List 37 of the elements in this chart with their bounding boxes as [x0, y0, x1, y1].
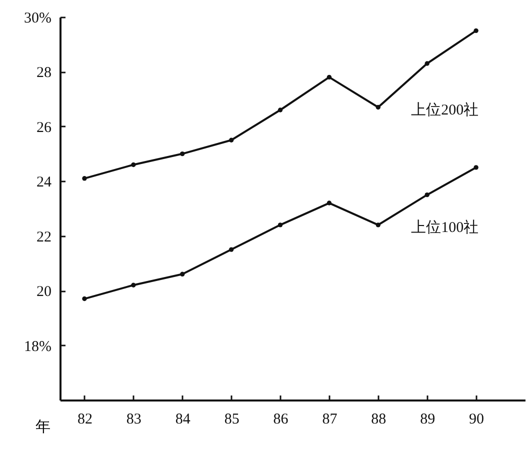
x-axis-title: 年	[36, 418, 50, 436]
point	[474, 165, 478, 170]
series-label: 上位100社	[411, 218, 479, 236]
point	[376, 104, 381, 110]
y-tick-label: 18%	[24, 338, 52, 355]
point	[474, 28, 478, 34]
x-tick-label: 89	[420, 412, 436, 428]
point	[278, 222, 283, 228]
point	[326, 74, 332, 80]
y-tick-label: 20	[36, 284, 52, 300]
x-tick-label: 82	[77, 412, 92, 428]
x-tick-label: 90	[469, 412, 484, 428]
point	[424, 61, 430, 66]
x-tick-label: 85	[224, 412, 240, 428]
point	[424, 192, 430, 198]
point	[228, 247, 234, 252]
x-tick-label: 86	[273, 412, 289, 428]
x-tick-label: 88	[371, 412, 386, 428]
point	[131, 282, 136, 288]
point	[180, 151, 185, 156]
point	[278, 108, 283, 112]
point	[228, 138, 234, 142]
x-tick-label: 83	[126, 412, 142, 428]
x-tick-label: 87	[322, 412, 338, 428]
x-tick-label: 84	[175, 412, 191, 428]
y-tick-label: 28	[36, 65, 52, 82]
series-label: 上位200社	[411, 101, 479, 118]
point	[131, 162, 136, 168]
point	[82, 176, 87, 181]
point	[326, 200, 332, 206]
y-tick-label: 30%	[24, 10, 52, 26]
y-tick-label: 24	[36, 174, 52, 191]
point	[82, 296, 87, 302]
point	[376, 222, 381, 228]
point	[180, 272, 185, 276]
y-tick-label: 22	[36, 229, 52, 246]
y-tick-label: 26	[36, 120, 52, 136]
